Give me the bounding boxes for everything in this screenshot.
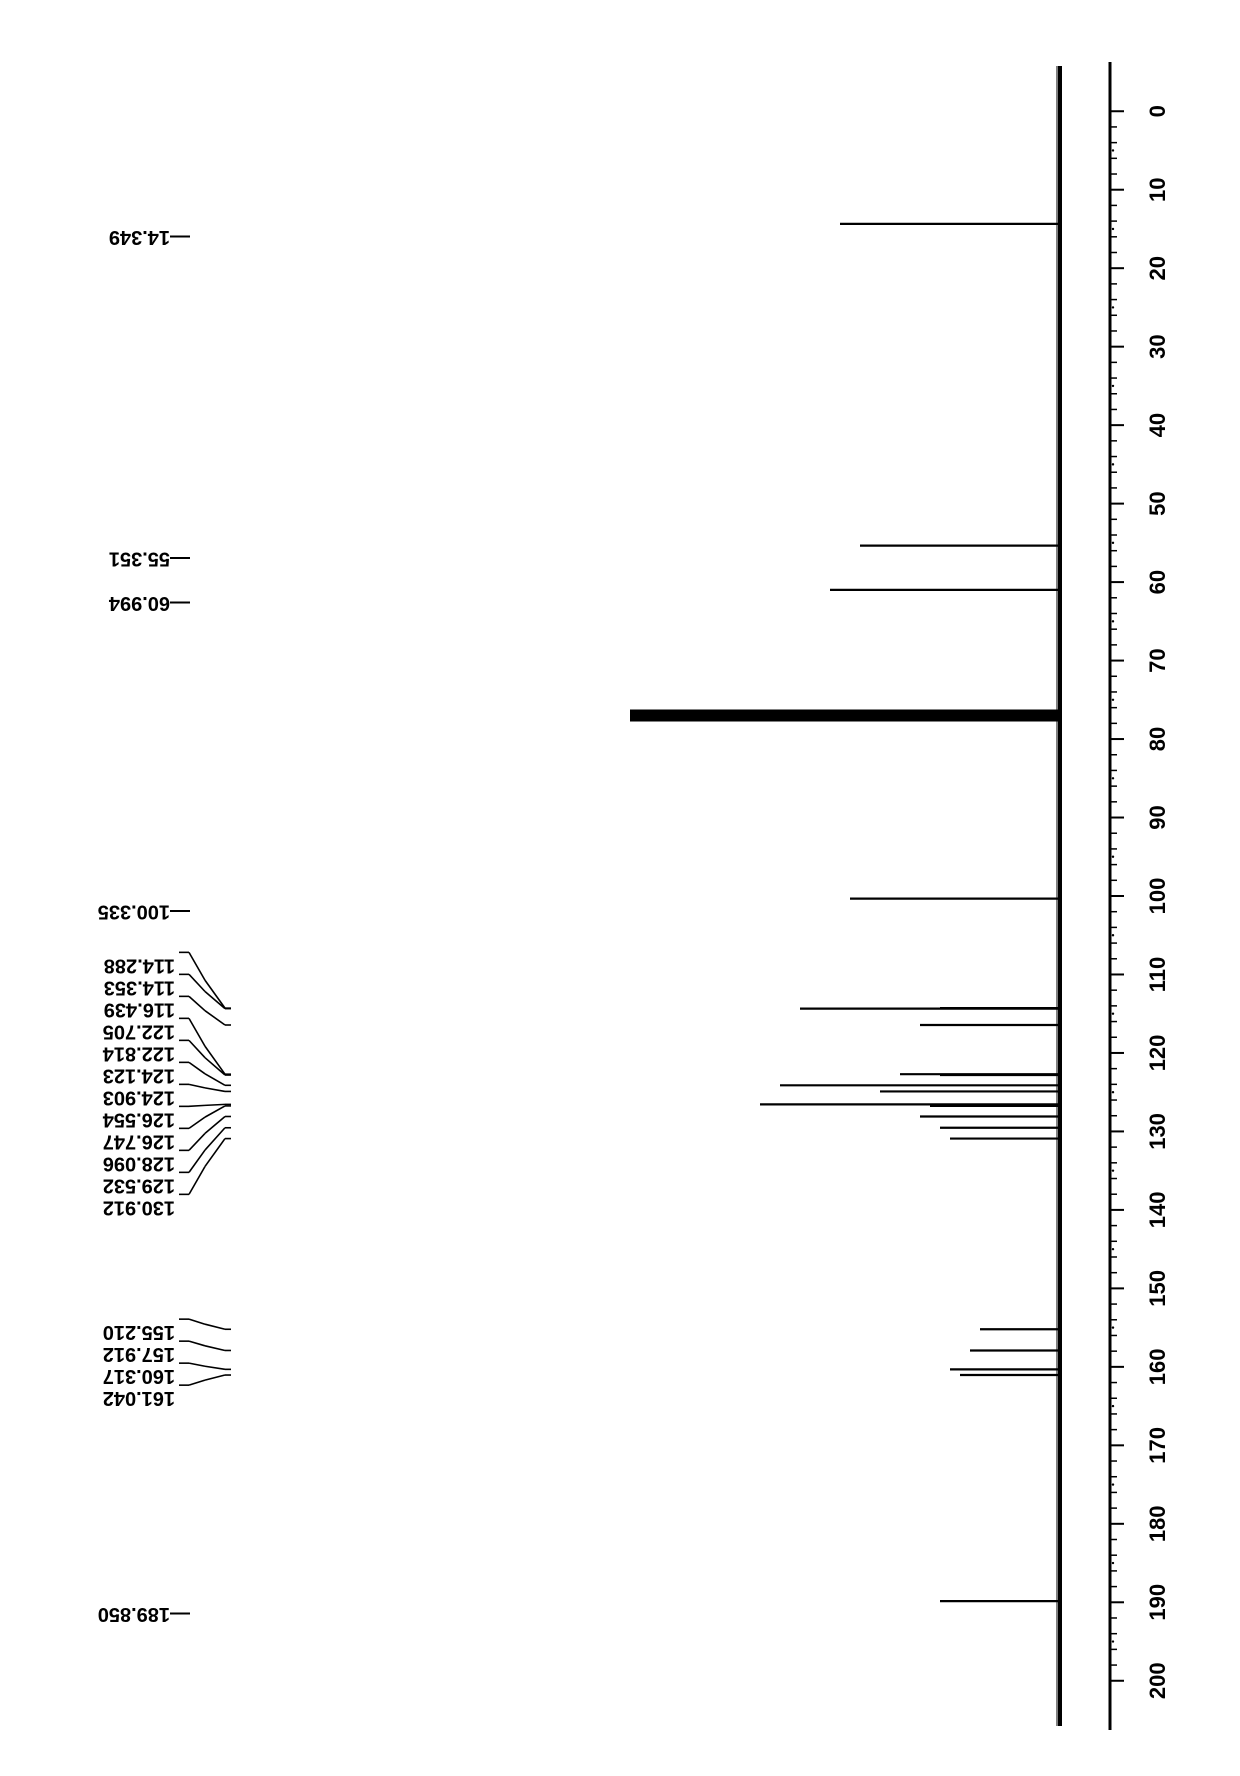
peak-bracket: [205, 1366, 225, 1369]
axis-dot: [1112, 1169, 1114, 1171]
axis-tick-label: 70: [1145, 648, 1170, 672]
spectrum-peak: [630, 710, 1060, 722]
axis-dot: [1112, 1091, 1114, 1093]
peak-label: 126.554: [102, 1108, 175, 1130]
axis-tick-label: 80: [1145, 727, 1170, 751]
axis-tick-label: 100: [1145, 878, 1170, 915]
axis-dot: [1112, 1483, 1114, 1485]
peak-label: 124.123: [103, 1064, 175, 1086]
peak-bracket: [189, 1150, 205, 1172]
peak-label: —55.351: [109, 548, 190, 570]
axis-tick-label: 160: [1145, 1348, 1170, 1385]
peak-label: 114.288: [104, 954, 175, 976]
peak-label: —100.335: [98, 901, 190, 923]
axis-tick-label: 110: [1145, 957, 1170, 993]
peak-label: 114.353: [104, 976, 175, 998]
axis-dot: [1112, 1013, 1114, 1015]
axis-dot: [1112, 385, 1114, 387]
axis-dot: [1112, 1326, 1114, 1328]
peak-label: 122.705: [103, 1020, 175, 1042]
peak-bracket: [205, 1106, 225, 1117]
peak-bracket: [189, 1062, 205, 1073]
axis-dot: [1112, 463, 1114, 465]
axis-tick-label: 130: [1145, 1113, 1170, 1150]
axis-tick-label: 40: [1145, 413, 1170, 437]
peak-bracket: [205, 1346, 225, 1351]
peak-label: —14.349: [109, 226, 190, 248]
peak-bracket: [189, 1105, 205, 1106]
peak-label: 157.912: [103, 1343, 175, 1365]
peak-bracket: [189, 1380, 205, 1385]
axis-tick-label: 90: [1145, 805, 1170, 829]
axis-tick-label: 20: [1145, 256, 1170, 280]
axis-dot: [1112, 777, 1114, 779]
peak-label: 122.814: [102, 1042, 175, 1064]
peak-bracket: [205, 1074, 225, 1085]
axis-tick-label: 140: [1145, 1192, 1170, 1229]
peak-bracket: [205, 1324, 225, 1329]
peak-label: 161.042: [103, 1387, 175, 1409]
axis-tick-label: 170: [1145, 1427, 1170, 1464]
axis-tick-label: 120: [1145, 1035, 1170, 1072]
peak-bracket: [189, 1084, 205, 1088]
nmr-spectrum-chart: 0 10 20 30 40 50 60 70 80 90 100 110 120 130 140 150 160…: [0, 0, 1240, 1776]
axis-dot: [1112, 856, 1114, 858]
peak-bracket: [205, 1088, 225, 1092]
axis-dot: [1112, 228, 1114, 230]
axis-tick-label: 0: [1145, 105, 1170, 117]
peak-bracket: [205, 1011, 225, 1025]
peak-bracket: [189, 1363, 205, 1366]
axis-tick-label: 180: [1145, 1505, 1170, 1542]
axis-tick-label: 150: [1145, 1270, 1170, 1307]
axis-dot: [1112, 1248, 1114, 1250]
axis-dot: [1112, 934, 1114, 936]
peak-label: 155.210: [103, 1321, 175, 1343]
peak-label: 160.317: [103, 1365, 175, 1387]
peak-label: —189.850: [98, 1603, 190, 1625]
axis-tick-label: 30: [1145, 334, 1170, 358]
peak-bracket: [205, 1375, 225, 1380]
axis-dot: [1112, 1405, 1114, 1407]
peak-bracket: [205, 1104, 225, 1105]
spectrum-svg: 0 10 20 30 40 50 60 70 80 90 100 110 120 130 140 150 160…: [0, 0, 1240, 1776]
peak-label: 128.096: [103, 1152, 175, 1174]
peak-label: 130.912: [103, 1196, 175, 1218]
peak-label: 124.903: [103, 1086, 175, 1108]
peak-label: —60.994: [108, 592, 190, 614]
axis-dot: [1112, 699, 1114, 701]
axis-tick-label: 190: [1145, 1584, 1170, 1621]
peak-bracket: [189, 1319, 205, 1324]
axis-dot: [1112, 306, 1114, 308]
peak-bracket: [205, 1139, 225, 1167]
axis-dot: [1112, 620, 1114, 622]
axis-dot: [1112, 1640, 1114, 1642]
peak-label: 116.439: [104, 998, 175, 1020]
peak-label: 126.747: [103, 1130, 175, 1152]
peak-bracket: [189, 1166, 205, 1194]
axis-tick-label: 60: [1145, 570, 1170, 594]
peak-bracket: [189, 1117, 205, 1128]
axis-dot: [1112, 149, 1114, 151]
axis-tick-label: 50: [1145, 491, 1170, 515]
axis-dot: [1112, 542, 1114, 544]
axis-dot: [1112, 1562, 1114, 1564]
peak-label: 129.532: [103, 1174, 175, 1196]
axis-tick-label: 10: [1145, 177, 1170, 201]
peak-bracket: [189, 996, 205, 1010]
peak-bracket: [189, 1133, 205, 1150]
peak-bracket: [189, 1341, 205, 1346]
axis-tick-label: 200: [1145, 1662, 1170, 1699]
